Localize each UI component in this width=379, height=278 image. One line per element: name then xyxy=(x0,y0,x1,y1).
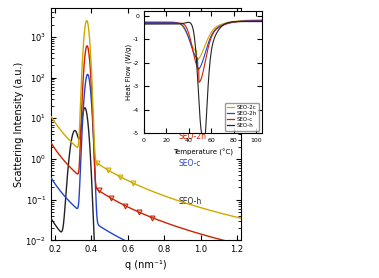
Text: SEO-2h: SEO-2h xyxy=(179,132,207,141)
X-axis label: q (nm⁻¹): q (nm⁻¹) xyxy=(125,260,167,270)
Legend: SEO-2c, SEO-2h, SEO-c, SEO-h: SEO-2c, SEO-2h, SEO-c, SEO-h xyxy=(225,103,259,131)
Y-axis label: Scattering Intensity (a.u.): Scattering Intensity (a.u.) xyxy=(14,62,24,187)
Y-axis label: Heat Flow (W/g): Heat Flow (W/g) xyxy=(125,44,132,100)
X-axis label: Temperature (°C): Temperature (°C) xyxy=(173,149,233,156)
Text: SEO-c: SEO-c xyxy=(179,159,201,168)
Text: SEO-2c: SEO-2c xyxy=(179,101,206,111)
Text: SEO-h: SEO-h xyxy=(179,197,202,206)
